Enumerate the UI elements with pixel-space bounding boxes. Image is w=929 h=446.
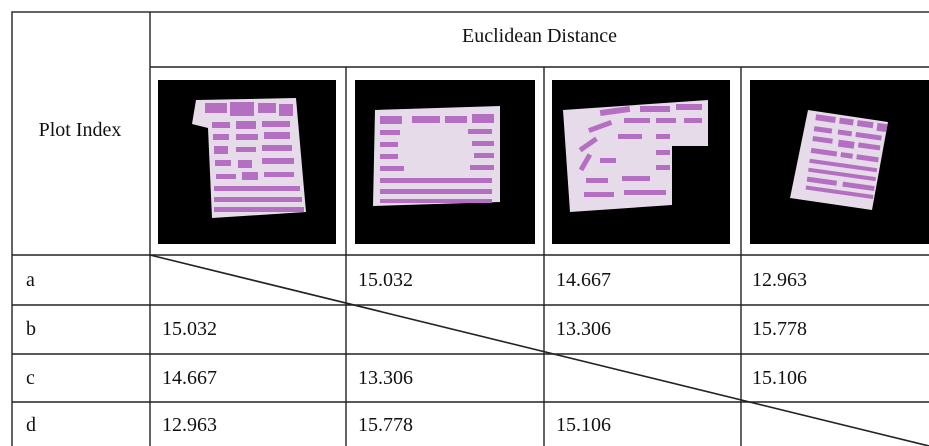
diagonal-line [149, 254, 929, 446]
cell-d-b: 15.778 [358, 414, 413, 436]
plot-b-thumbnail [355, 80, 535, 244]
row-label-b: b [26, 318, 36, 340]
cell-a-c: 14.667 [556, 269, 611, 291]
cell-a-d: 12.963 [752, 269, 807, 291]
header-title: Euclidean Distance [462, 25, 617, 47]
cell-c-a: 14.667 [162, 367, 217, 389]
cell-d-c: 15.106 [556, 414, 611, 436]
cell-c-d: 15.106 [752, 367, 807, 389]
cell-a-b: 15.032 [358, 269, 413, 291]
cell-d-a: 12.963 [162, 414, 217, 436]
row-label-c: c [26, 367, 35, 389]
cell-b-c: 13.306 [556, 318, 611, 340]
cell-b-d: 15.778 [752, 318, 807, 340]
plot-a-thumbnail [158, 80, 336, 244]
row-label-d: d [26, 414, 36, 436]
row-header-label: Plot Index [38, 119, 122, 141]
row-label-a: a [26, 269, 35, 291]
cell-c-b: 13.306 [358, 367, 413, 389]
table-border [11, 11, 929, 446]
cell-b-a: 15.032 [162, 318, 217, 340]
plot-c-thumbnail [552, 80, 730, 244]
plot-d-thumbnail [750, 80, 929, 244]
